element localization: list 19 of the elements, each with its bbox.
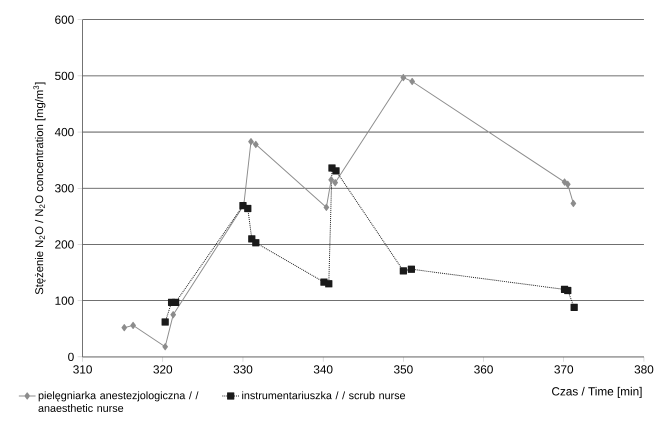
x-tick-label: 380: [634, 365, 654, 374]
x-axis-title: Czas / Time [min]: [552, 387, 642, 398]
y-tick-label: 100: [55, 296, 74, 306]
y-tick-label: 200: [55, 240, 74, 249]
x-tick-label: 360: [474, 365, 493, 374]
y-tick-label: 0: [68, 352, 74, 362]
y-tick-label: 500: [55, 72, 74, 80]
x-tick-label: 330: [234, 365, 252, 374]
y-axis-title: Stężenie N$_{2}$O / N$_{2}$O concentration [mg/m$^{3}$]: [33, 82, 46, 295]
y-tick-label: 400: [54, 128, 74, 136]
legend-label: instrumentariuszka / / scrub nurse: [242, 392, 406, 400]
legend-label: pielęgniarka anestezjologiczna / / anaesthetic nurse: [38, 392, 198, 412]
y-tick-label: 600: [55, 16, 74, 24]
x-tick-label: 370: [554, 365, 574, 374]
y-tick-label: 300: [55, 184, 74, 193]
x-tick-label: 340: [314, 365, 333, 374]
x-tick-label: 310: [73, 365, 92, 374]
x-tick-label: 350: [394, 365, 413, 374]
x-tick-label: 320: [153, 365, 172, 374]
